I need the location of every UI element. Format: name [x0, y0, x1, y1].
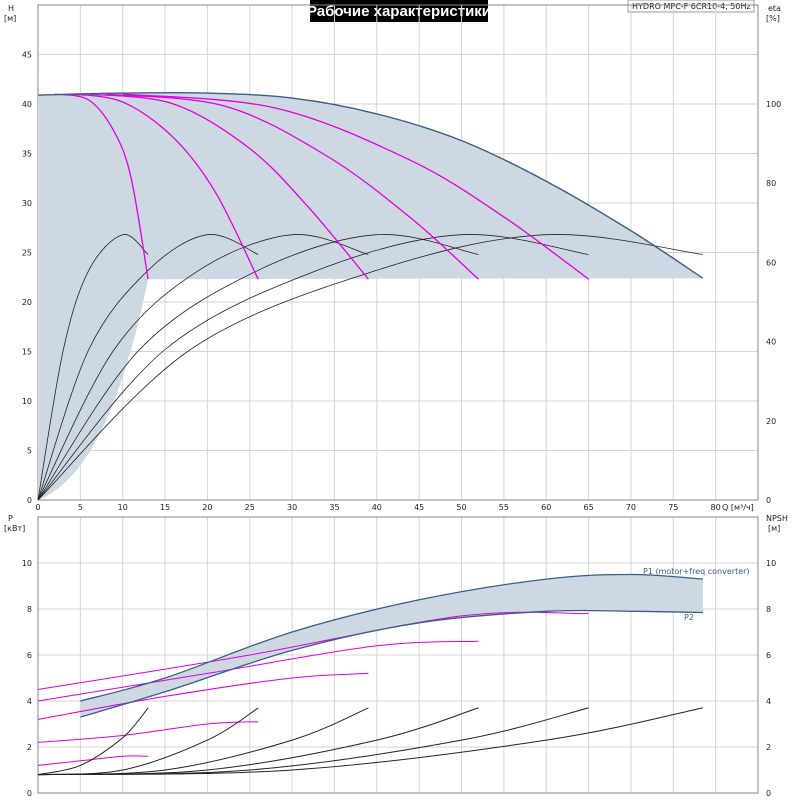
- x-tick-label: 55: [499, 503, 509, 512]
- y-tick-label-right: 20: [766, 417, 776, 426]
- x-tick-label: 25: [245, 503, 255, 512]
- speed-power-curve: [37, 640, 479, 702]
- x-tick-label: 35: [329, 503, 339, 512]
- y-tick-label-right: 0: [766, 789, 771, 798]
- npsh-curve: [37, 707, 704, 776]
- power-chart: 0 2 4 6 8 10 0 2 4 6 8 10: [22, 516, 776, 798]
- y-tick-label-right: 100: [766, 100, 781, 109]
- speed-curve: [71, 93, 259, 280]
- x-tick-label: 75: [668, 503, 678, 512]
- x-tick-label: 10: [118, 503, 128, 512]
- model-box: [627, 0, 755, 13]
- y-tick-label-right: 4: [766, 697, 771, 706]
- plot-frame: [37, 516, 759, 794]
- p2-label: P2: [684, 613, 694, 622]
- x-tick-label: 20: [202, 503, 212, 512]
- y-tick-label-left: 5: [27, 447, 32, 456]
- y-tick-label-left: 0: [27, 496, 32, 505]
- y-tick-label-right: 0: [766, 496, 771, 505]
- speed-power-curve: [37, 672, 369, 720]
- x-tick-label: 45: [414, 503, 424, 512]
- bottom-unit-right: [м]: [768, 524, 780, 533]
- x-tick-label: 80: [711, 503, 721, 512]
- y-tick-label-left: 15: [22, 348, 32, 357]
- p1-curve: [80, 573, 703, 702]
- efficiency-curve: [37, 234, 589, 501]
- speed-power-curve: [37, 721, 259, 743]
- y-tick-label-left: 10: [22, 559, 32, 568]
- head-chart: 0 5 10 15 20 25 30 35 40 45 50 55 60 65 70 75 80 0 5 10 15 20…: [22, 4, 781, 512]
- y-tick-label-right: 8: [766, 605, 771, 614]
- p2-curve: [80, 609, 703, 718]
- y-tick-label-left: 8: [27, 605, 32, 614]
- efficiency-curve: [37, 234, 479, 501]
- y-tick-label-left: 2: [27, 743, 32, 752]
- y-tick-label-right: 2: [766, 743, 771, 752]
- y-tick-label-left: 45: [22, 51, 32, 60]
- bottom-ylabel-left: P: [8, 514, 13, 523]
- x-tick-label: 60: [541, 503, 551, 512]
- operating-envelope: [38, 92, 703, 500]
- y-tick-label-left: 0: [27, 789, 32, 798]
- y-tick-label-left: 30: [22, 199, 32, 208]
- x-tick-label: 50: [456, 503, 466, 512]
- x-tick-label: 65: [583, 503, 593, 512]
- speed-curve: [88, 93, 369, 280]
- top-unit-left: [м]: [4, 14, 16, 23]
- bottom-unit-left: [кВт]: [4, 524, 25, 533]
- y-tick-label-left: 40: [22, 100, 32, 109]
- speed-curve: [105, 93, 479, 280]
- top-unit-right: [%]: [766, 14, 780, 23]
- bottom-ylabel-right: NPSH: [766, 514, 788, 523]
- speed-curve: [122, 93, 589, 280]
- npsh-curve: [37, 707, 149, 776]
- y-tick-label-right: 60: [766, 258, 776, 267]
- efficiency-curve: [37, 234, 149, 501]
- efficiency-curve: [37, 234, 259, 501]
- speed-power-curve: [37, 755, 149, 766]
- efficiency-curve: [37, 234, 703, 501]
- y-tick-label-left: 25: [22, 249, 32, 258]
- y-tick-label-left: 4: [27, 697, 32, 706]
- top-ylabel-left: H: [8, 4, 14, 13]
- x-tick-label: 5: [78, 503, 83, 512]
- x-tick-label: 0: [35, 503, 40, 512]
- x-tick-label: 70: [626, 503, 636, 512]
- y-tick-label-left: 10: [22, 397, 32, 406]
- x-tick-label: 30: [287, 503, 297, 512]
- top-xlabel: Q [м³/ч]: [722, 503, 754, 512]
- y-tick-label-left: 20: [22, 298, 32, 307]
- power-envelope: [80, 574, 703, 718]
- max-speed-curve: [37, 91, 704, 279]
- chart-title: Рабочие характеристики: [307, 3, 491, 20]
- model-label: HYDRO MPC-F 6CR10-4, 50Hz: [632, 2, 751, 11]
- top-ylabel-right: eta: [768, 4, 781, 13]
- x-tick-label: 15: [160, 503, 170, 512]
- y-tick-label-right: 6: [766, 651, 771, 660]
- y-tick-label-right: 40: [766, 338, 776, 347]
- y-tick-label-right: 80: [766, 179, 776, 188]
- p1-label: P1 (motor+freq converter): [643, 567, 750, 576]
- efficiency-curve: [37, 234, 369, 501]
- y-tick-label-right: 10: [766, 559, 776, 568]
- speed-curve: [54, 93, 149, 280]
- x-tick-label: 40: [372, 503, 382, 512]
- y-tick-label-left: 6: [27, 651, 32, 660]
- y-tick-label-left: 35: [22, 150, 32, 159]
